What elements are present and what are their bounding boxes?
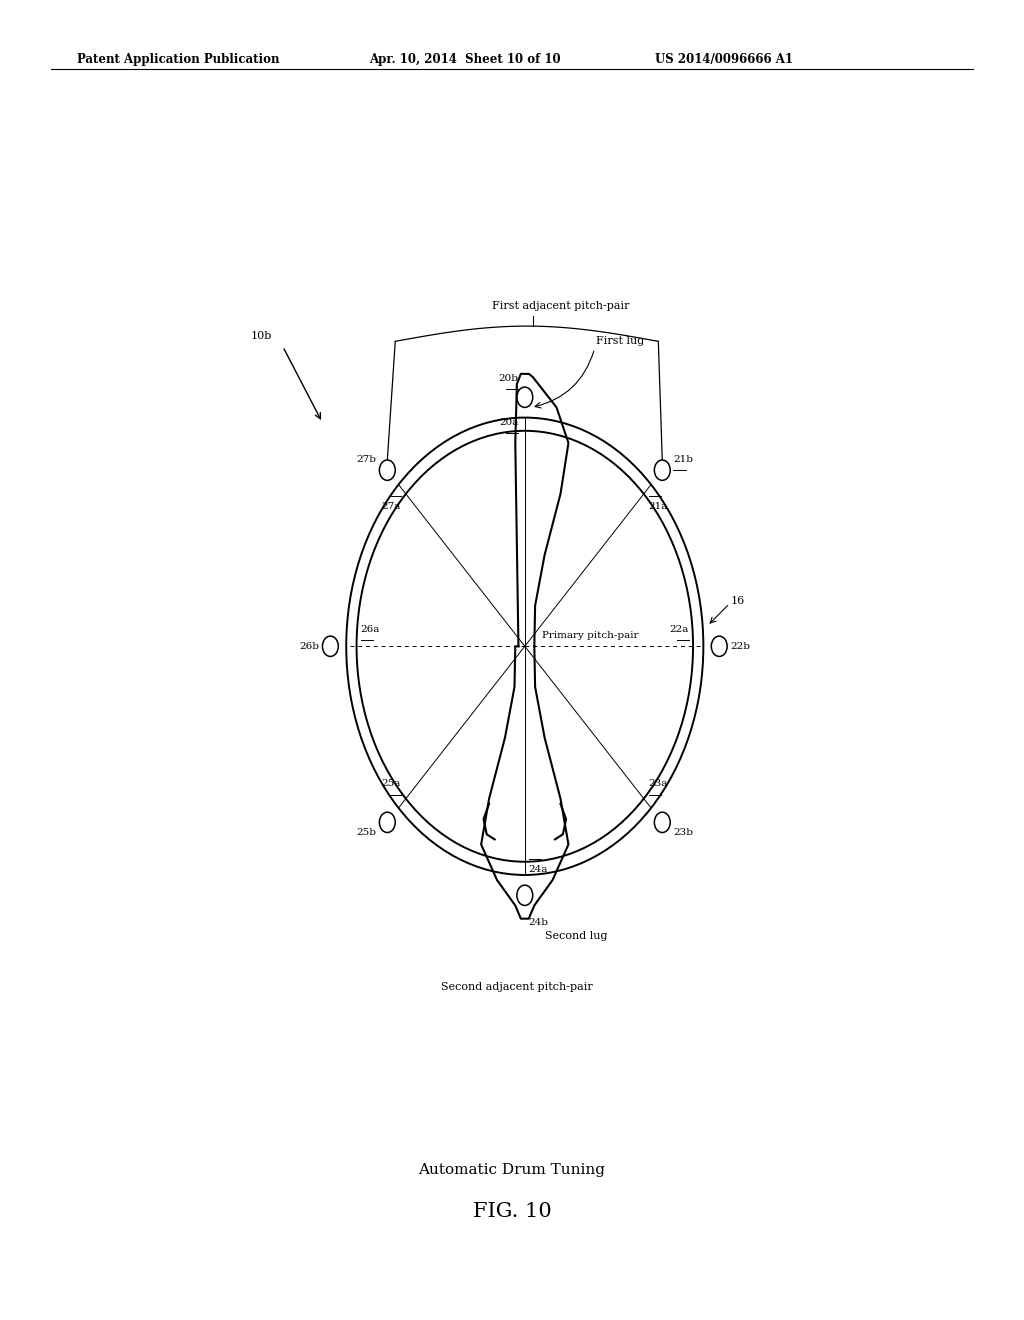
Text: 26a: 26a (360, 626, 380, 634)
Text: 21b: 21b (674, 455, 693, 465)
Text: 22a: 22a (670, 626, 689, 634)
Text: FIG. 10: FIG. 10 (473, 1203, 551, 1221)
Text: 20b: 20b (499, 374, 518, 383)
Text: 23b: 23b (674, 829, 693, 837)
Text: First lug: First lug (596, 337, 644, 346)
Text: 21a: 21a (648, 502, 668, 511)
Text: 16: 16 (731, 595, 745, 606)
Text: US 2014/0096666 A1: US 2014/0096666 A1 (655, 53, 794, 66)
Text: Primary pitch-pair: Primary pitch-pair (543, 631, 639, 640)
Text: Second adjacent pitch-pair: Second adjacent pitch-pair (441, 982, 593, 991)
Text: Automatic Drum Tuning: Automatic Drum Tuning (419, 1163, 605, 1177)
Text: Patent Application Publication: Patent Application Publication (77, 53, 280, 66)
Text: 26b: 26b (299, 642, 319, 651)
Text: Second lug: Second lug (545, 931, 607, 941)
Text: 25b: 25b (356, 829, 376, 837)
Text: 25a: 25a (382, 780, 401, 788)
Text: Apr. 10, 2014  Sheet 10 of 10: Apr. 10, 2014 Sheet 10 of 10 (369, 53, 560, 66)
Text: 27b: 27b (356, 455, 376, 465)
Text: 24b: 24b (528, 917, 549, 927)
Text: 20a: 20a (499, 417, 518, 426)
Text: 27a: 27a (382, 502, 401, 511)
Text: 10b: 10b (251, 331, 272, 341)
Text: 23a: 23a (648, 780, 668, 788)
Text: First adjacent pitch-pair: First adjacent pitch-pair (492, 301, 630, 312)
Text: 24a: 24a (528, 865, 548, 874)
Text: 22b: 22b (730, 642, 751, 651)
